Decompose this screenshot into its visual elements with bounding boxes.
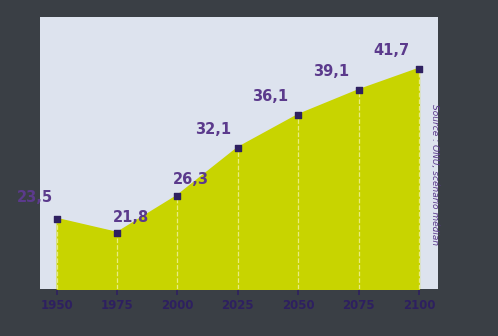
Point [53, 216, 61, 221]
Point [234, 145, 242, 151]
Text: 39,1: 39,1 [313, 64, 349, 79]
Point [173, 193, 181, 199]
Text: 36,1: 36,1 [252, 89, 288, 104]
Text: 26,3: 26,3 [173, 172, 209, 187]
Text: 23,5: 23,5 [16, 190, 53, 205]
Text: 21,8: 21,8 [113, 210, 149, 224]
Point [294, 112, 302, 118]
Text: 32,1: 32,1 [195, 122, 231, 137]
Point [113, 230, 121, 236]
Point [355, 87, 363, 93]
Text: 41,7: 41,7 [373, 43, 409, 58]
Point [415, 66, 423, 72]
Text: Source : ONU, scénario médian: Source : ONU, scénario médian [430, 104, 439, 245]
